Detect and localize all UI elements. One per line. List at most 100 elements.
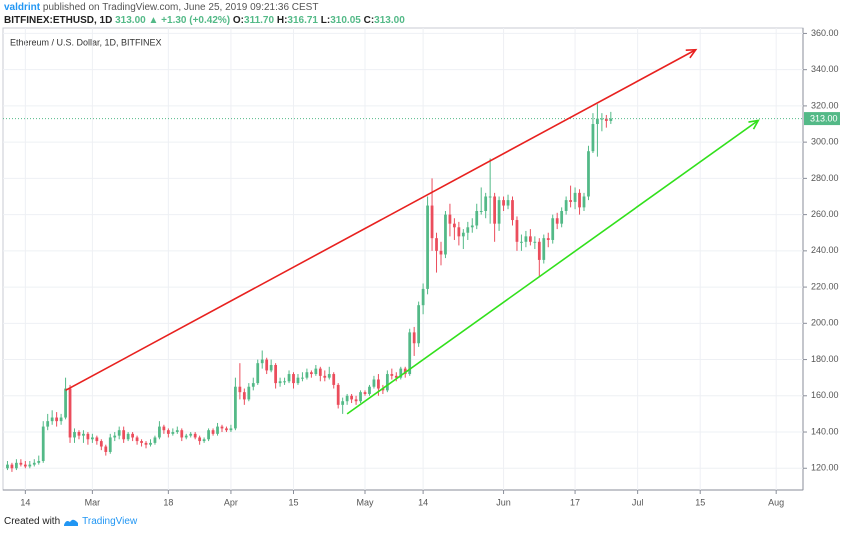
candle-body xyxy=(448,214,452,224)
candle-body xyxy=(113,435,117,438)
candle-body xyxy=(6,464,9,469)
candle-body xyxy=(144,442,148,445)
candle-body xyxy=(99,441,103,447)
candle-body xyxy=(368,386,371,394)
candle-body xyxy=(283,381,286,383)
candle-body xyxy=(591,124,595,152)
candle-body xyxy=(363,392,367,394)
y-tick-label: 340.00 xyxy=(811,64,839,74)
candle-body xyxy=(126,433,130,440)
candle-body xyxy=(515,220,519,242)
candle-body xyxy=(390,374,394,376)
x-tick-label: 14 xyxy=(418,497,428,507)
y-tick-label: 180.00 xyxy=(811,354,839,364)
candle-body xyxy=(506,200,510,206)
candle-body xyxy=(533,241,537,243)
candle-body xyxy=(537,241,541,260)
x-tick-label: 14 xyxy=(20,497,30,507)
published: published on TradingView.com, June 25, 2… xyxy=(42,2,319,13)
candle-body xyxy=(345,395,349,402)
candle-body xyxy=(158,426,161,438)
candle-body xyxy=(238,386,242,393)
candle-body xyxy=(104,446,108,452)
x-tick-label: Apr xyxy=(224,497,238,507)
x-tick-label: 15 xyxy=(288,497,298,507)
candle-body xyxy=(377,379,380,389)
candle-body xyxy=(578,192,581,208)
candle-body xyxy=(435,238,438,251)
candle-body xyxy=(91,437,94,440)
candle-body xyxy=(256,363,260,384)
candle-body xyxy=(604,118,608,121)
y-tick-label: 320.00 xyxy=(811,100,839,110)
candle-body xyxy=(372,379,376,387)
candle-body xyxy=(444,214,447,255)
candle-body xyxy=(247,386,251,400)
candle-body xyxy=(546,238,550,240)
candle-body xyxy=(95,437,99,442)
chart-title: Ethereum / U.S. Dollar, 1D, BITFINEX xyxy=(10,37,162,47)
candle-body xyxy=(587,151,590,197)
candle-body xyxy=(37,461,41,463)
change: ▲ +1.30 (+0.42%) xyxy=(148,15,231,26)
y-tick-label: 360.00 xyxy=(811,28,839,38)
candle-body xyxy=(461,232,465,237)
candle-body xyxy=(542,238,546,260)
candle-body xyxy=(278,381,282,384)
x-tick-label: May xyxy=(357,497,375,507)
candle-body xyxy=(50,417,54,422)
candle-body xyxy=(10,464,14,469)
trend-line xyxy=(346,119,759,415)
candle-body xyxy=(175,430,179,433)
candle-body xyxy=(336,384,340,405)
candle-body xyxy=(314,368,318,375)
candle-body xyxy=(162,426,166,431)
candle-body xyxy=(520,241,523,243)
y-tick-label: 120.00 xyxy=(811,463,839,473)
candle-body xyxy=(23,464,27,467)
candle-body xyxy=(511,200,514,221)
x-tick-label: Mar xyxy=(85,497,101,507)
candle-body xyxy=(86,433,90,440)
candle-body xyxy=(582,196,586,208)
quote-value: 313.00 xyxy=(374,15,405,26)
candle-body xyxy=(466,227,470,233)
candle-body xyxy=(332,374,336,385)
candle-body xyxy=(287,374,291,382)
candle-body xyxy=(555,218,559,224)
candle-body xyxy=(234,386,237,429)
trend-line xyxy=(65,49,697,392)
candle-body xyxy=(479,210,483,212)
footer-text: Created with xyxy=(4,516,61,527)
candle-body xyxy=(359,392,362,402)
candle-body xyxy=(596,118,599,125)
quote-value: 310.05 xyxy=(330,15,361,26)
quote-label: H: xyxy=(276,15,288,26)
candle-body xyxy=(15,462,18,469)
candle-body xyxy=(55,417,59,422)
quote-label: C: xyxy=(363,15,375,26)
header-line: valdrint published on TradingView.com, J… xyxy=(4,1,405,14)
candle-body xyxy=(412,332,416,344)
y-tick-label: 260.00 xyxy=(811,209,839,219)
x-tick-label: Jun xyxy=(496,497,511,507)
candle-body xyxy=(59,417,63,422)
y-tick-label: 220.00 xyxy=(811,281,839,291)
candle-body xyxy=(323,375,327,378)
candle-body xyxy=(493,196,497,224)
candle-body xyxy=(269,364,273,371)
logo xyxy=(64,519,79,526)
candle-body xyxy=(216,426,219,434)
y-tick-label: 160.00 xyxy=(811,390,839,400)
candle-body xyxy=(28,464,32,467)
author[interactable]: valdrint xyxy=(4,2,41,13)
candle-body xyxy=(131,433,134,438)
candle-body xyxy=(399,368,403,378)
candle-body xyxy=(528,236,532,242)
candle-body xyxy=(207,430,210,440)
brand[interactable]: TradingView xyxy=(82,516,138,527)
candle-body xyxy=(184,435,188,438)
header: valdrint published on TradingView.com, J… xyxy=(4,1,405,27)
candle-body xyxy=(385,374,389,391)
quote-line: BITFINEX:ETHUSD, 1D 313.00 ▲ +1.30 (+0.4… xyxy=(4,14,405,27)
